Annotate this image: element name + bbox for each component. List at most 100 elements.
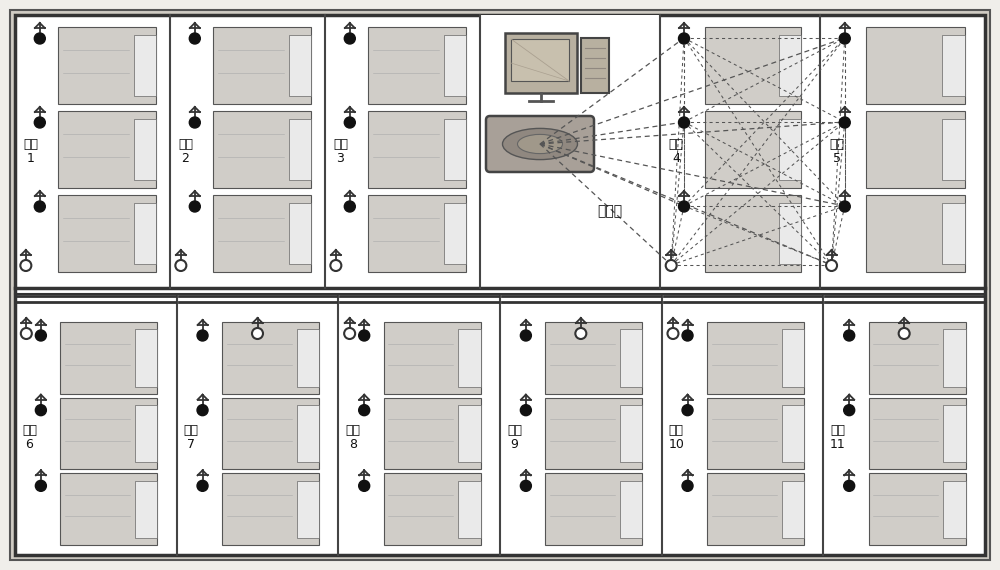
Bar — [213, 111, 311, 188]
Bar — [368, 111, 466, 188]
Circle shape — [189, 117, 200, 128]
Bar — [866, 27, 965, 104]
Bar — [705, 195, 801, 272]
Circle shape — [682, 330, 693, 341]
Bar — [458, 481, 481, 538]
Text: 病房
7: 病房 7 — [184, 424, 199, 451]
Bar — [368, 195, 466, 272]
Bar — [458, 329, 481, 386]
Circle shape — [344, 33, 355, 44]
Circle shape — [359, 481, 370, 491]
Bar — [458, 405, 481, 462]
Circle shape — [344, 201, 355, 212]
Bar — [943, 405, 966, 462]
Bar — [58, 195, 156, 272]
Bar — [135, 405, 157, 462]
Circle shape — [682, 405, 693, 416]
Circle shape — [678, 201, 690, 212]
Circle shape — [844, 330, 855, 341]
Bar — [545, 398, 642, 469]
Bar — [289, 203, 311, 264]
Circle shape — [35, 330, 46, 341]
Circle shape — [575, 328, 586, 339]
Bar — [222, 398, 319, 469]
Circle shape — [20, 260, 31, 271]
Circle shape — [344, 117, 355, 128]
Circle shape — [839, 201, 850, 212]
Bar — [779, 35, 801, 96]
Bar — [942, 35, 965, 96]
Circle shape — [197, 405, 208, 416]
Circle shape — [667, 328, 678, 339]
Text: 病房
3: 病房 3 — [333, 137, 348, 165]
Bar — [444, 203, 466, 264]
Text: 病房
8: 病房 8 — [345, 424, 360, 451]
Circle shape — [520, 330, 531, 341]
Circle shape — [344, 328, 355, 339]
Bar — [222, 322, 319, 394]
Bar — [444, 119, 466, 180]
Bar — [480, 15, 660, 288]
Bar — [213, 27, 311, 104]
Circle shape — [520, 405, 531, 416]
Bar — [60, 473, 157, 545]
Bar — [511, 39, 569, 81]
Circle shape — [899, 328, 910, 339]
Circle shape — [678, 117, 690, 128]
Circle shape — [682, 481, 693, 491]
FancyBboxPatch shape — [486, 116, 594, 172]
Bar — [620, 405, 642, 462]
Text: 护士站: 护士站 — [597, 205, 622, 218]
Bar — [134, 119, 156, 180]
Bar — [134, 203, 156, 264]
Circle shape — [35, 405, 46, 416]
Bar — [297, 405, 319, 462]
Bar — [707, 398, 804, 469]
Circle shape — [844, 405, 855, 416]
Circle shape — [839, 117, 850, 128]
Bar — [707, 473, 804, 545]
Bar — [779, 203, 801, 264]
Bar — [135, 329, 157, 386]
Circle shape — [359, 330, 370, 341]
Ellipse shape — [518, 135, 562, 153]
Bar — [60, 322, 157, 394]
Bar — [384, 473, 481, 545]
Bar — [782, 329, 804, 386]
Bar — [58, 111, 156, 188]
Bar — [135, 481, 157, 538]
Text: 病房
1: 病房 1 — [23, 137, 38, 165]
Text: 病房
4: 病房 4 — [668, 137, 684, 165]
Bar — [297, 329, 319, 386]
Bar — [943, 329, 966, 386]
Bar — [705, 111, 801, 188]
Bar — [620, 481, 642, 538]
Bar — [866, 111, 965, 188]
Bar — [705, 27, 801, 104]
Bar — [222, 473, 319, 545]
Circle shape — [197, 481, 208, 491]
Bar — [213, 195, 311, 272]
Bar — [943, 481, 966, 538]
Bar — [782, 405, 804, 462]
Bar — [707, 322, 804, 394]
Text: 病房
6: 病房 6 — [22, 424, 37, 451]
Circle shape — [35, 481, 46, 491]
Bar — [869, 398, 966, 469]
Bar — [620, 329, 642, 386]
Text: 病房
5: 病房 5 — [829, 137, 844, 165]
Circle shape — [175, 260, 186, 271]
Text: 病房
10: 病房 10 — [668, 424, 684, 451]
Bar — [289, 35, 311, 96]
Circle shape — [678, 33, 690, 44]
Bar — [289, 119, 311, 180]
Bar — [866, 195, 965, 272]
Bar — [60, 398, 157, 469]
Circle shape — [34, 201, 45, 212]
Bar — [869, 473, 966, 545]
Bar — [384, 322, 481, 394]
Circle shape — [189, 33, 200, 44]
Circle shape — [21, 328, 32, 339]
Circle shape — [359, 405, 370, 416]
Text: 病房
11: 病房 11 — [830, 424, 846, 451]
